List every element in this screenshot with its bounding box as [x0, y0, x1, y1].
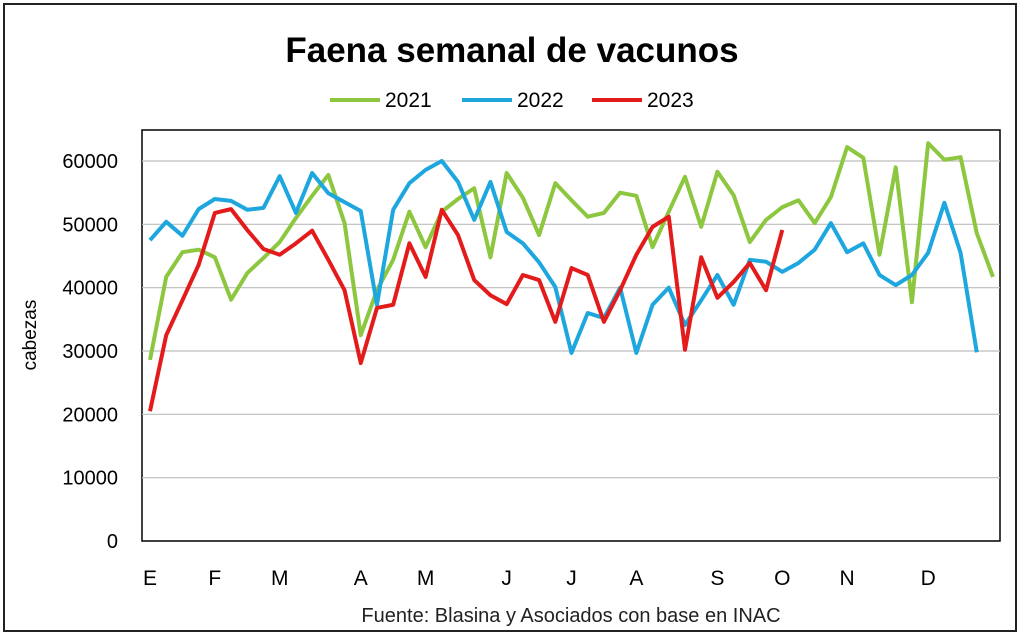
y-tick-label: 10000: [62, 468, 118, 490]
x-tick-label: N: [840, 567, 855, 590]
chart-title: Faena semanal de vacunos: [285, 31, 738, 70]
legend-label: 2023: [647, 89, 694, 112]
x-tick-label: F: [208, 567, 221, 590]
legend: 2021 2022 2023: [330, 89, 694, 112]
x-tick-label: S: [710, 567, 724, 590]
x-tick-label: J: [566, 567, 577, 590]
x-tick-label: O: [774, 567, 790, 590]
chart-frame: [3, 3, 1017, 632]
y-tick-label: 30000: [62, 341, 118, 363]
x-tick-label: M: [417, 567, 435, 590]
x-tick-label: J: [501, 567, 512, 590]
legend-label: 2021: [385, 89, 432, 112]
x-tick-label: A: [354, 567, 368, 590]
series-line-2022: [148, 159, 979, 355]
source-note: Fuente: Blasina y Asociados con base en …: [361, 605, 780, 627]
x-tick-label: A: [629, 567, 643, 590]
y-tick-label: 50000: [62, 214, 118, 236]
legend-label: 2022: [517, 89, 564, 112]
y-axis-label: cabezas: [20, 300, 41, 371]
x-tick-label: M: [271, 567, 289, 590]
series-line-2023: [148, 207, 785, 412]
y-tick-label: 60000: [62, 151, 118, 173]
y-tick-label: 0: [107, 531, 118, 553]
y-tick-label: 20000: [62, 404, 118, 426]
x-tick-label: E: [143, 567, 157, 590]
y-tick-label: 40000: [62, 278, 118, 300]
x-tick-label: D: [921, 567, 936, 590]
